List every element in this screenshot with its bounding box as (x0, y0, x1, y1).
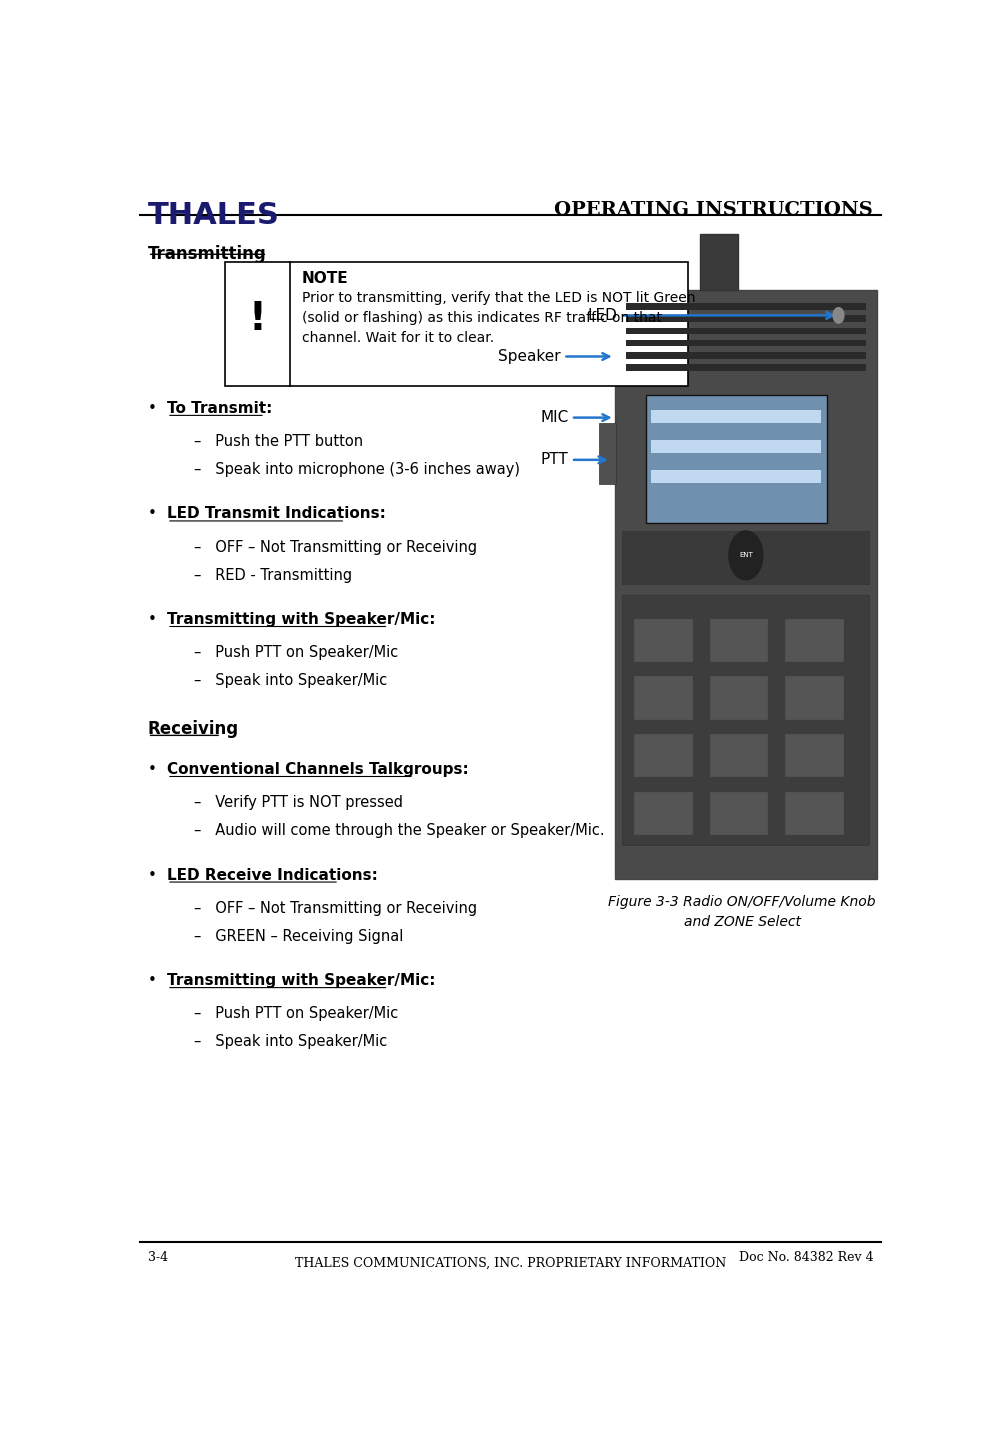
Bar (709, 619, 768, 661)
Text: –   Verify PTT is NOT pressed: – Verify PTT is NOT pressed (194, 795, 403, 811)
Bar (626, 316, 866, 322)
Text: Transmitting with Speaker/Mic:: Transmitting with Speaker/Mic: (167, 612, 435, 628)
Text: –   RED - Transmitting: – RED - Transmitting (194, 567, 353, 583)
Text: •: • (147, 867, 156, 883)
Bar (626, 364, 866, 371)
Text: LED: LED (588, 307, 833, 323)
Text: Transmitting with Speaker/Mic:: Transmitting with Speaker/Mic: (167, 973, 435, 988)
Text: •: • (147, 506, 156, 521)
Text: Figure 3-3 Radio ON/OFF/Volume Knob
and ZONE Select: Figure 3-3 Radio ON/OFF/Volume Knob and … (609, 895, 875, 929)
Bar (626, 352, 866, 359)
Bar (633, 792, 692, 834)
Text: –   Push PTT on Speaker/Mic: – Push PTT on Speaker/Mic (194, 645, 398, 661)
Text: –   Speak into Speaker/Mic: – Speak into Speaker/Mic (194, 1035, 387, 1049)
Bar (699, 234, 738, 290)
Text: –   Push the PTT button: – Push the PTT button (194, 434, 364, 449)
Text: 3-4: 3-4 (147, 1251, 167, 1264)
Text: –   Speak into Speaker/Mic: – Speak into Speaker/Mic (194, 674, 387, 688)
Text: LED Receive Indications:: LED Receive Indications: (167, 867, 377, 883)
Bar (785, 792, 844, 834)
Bar (709, 677, 768, 719)
Text: •: • (147, 973, 156, 988)
Bar (785, 734, 844, 776)
Text: OPERATING INSTRUCTIONS: OPERATING INSTRUCTIONS (555, 201, 873, 219)
Bar (645, 395, 827, 524)
Bar (785, 677, 844, 719)
Text: –   OFF – Not Transmitting or Receiving: – OFF – Not Transmitting or Receiving (194, 900, 477, 916)
Text: MIC: MIC (540, 410, 610, 426)
Bar (651, 470, 821, 483)
Bar (633, 677, 692, 719)
Bar (615, 290, 877, 879)
Bar (785, 619, 844, 661)
Text: Doc No. 84382 Rev 4: Doc No. 84382 Rev 4 (739, 1251, 873, 1264)
Bar (709, 734, 768, 776)
Bar (709, 792, 768, 834)
Circle shape (729, 531, 763, 580)
Text: •: • (147, 401, 156, 416)
Text: THALES: THALES (147, 201, 280, 229)
Text: –   Speak into microphone (3-6 inches away): – Speak into microphone (3-6 inches away… (194, 462, 520, 478)
Text: NOTE: NOTE (302, 271, 349, 286)
Text: Transmitting: Transmitting (147, 245, 266, 264)
Bar (651, 410, 821, 423)
Bar (633, 734, 692, 776)
Text: Conventional Channels Talkgroups:: Conventional Channels Talkgroups: (167, 762, 469, 776)
Bar (626, 341, 866, 346)
Bar (622, 531, 870, 584)
Bar (626, 328, 866, 335)
Bar (626, 303, 866, 310)
Text: –   GREEN – Receiving Signal: – GREEN – Receiving Signal (194, 929, 403, 944)
Bar (225, 263, 688, 387)
Text: •: • (147, 612, 156, 628)
Text: THALES COMMUNICATIONS, INC. PROPRIETARY INFORMATION: THALES COMMUNICATIONS, INC. PROPRIETARY … (295, 1257, 726, 1270)
Text: Receiving: Receiving (147, 720, 239, 737)
Bar (622, 596, 870, 846)
Text: –   Audio will come through the Speaker or Speaker/Mic.: – Audio will come through the Speaker or… (194, 823, 605, 838)
Text: Speaker: Speaker (498, 349, 610, 364)
Text: ENT: ENT (739, 553, 753, 558)
Bar (633, 619, 692, 661)
Bar (600, 423, 617, 485)
Text: –   Push PTT on Speaker/Mic: – Push PTT on Speaker/Mic (194, 1007, 398, 1022)
Text: To Transmit:: To Transmit: (167, 401, 272, 416)
Text: PTT: PTT (541, 452, 606, 468)
Text: !: ! (249, 300, 267, 338)
Text: Prior to transmitting, verify that the LED is NOT lit Green
(solid or flashing) : Prior to transmitting, verify that the L… (302, 291, 695, 345)
Text: –   OFF – Not Transmitting or Receiving: – OFF – Not Transmitting or Receiving (194, 540, 477, 554)
Bar (651, 440, 821, 453)
Text: LED Transmit Indications:: LED Transmit Indications: (167, 506, 385, 521)
Circle shape (833, 307, 844, 323)
Text: •: • (147, 762, 156, 776)
